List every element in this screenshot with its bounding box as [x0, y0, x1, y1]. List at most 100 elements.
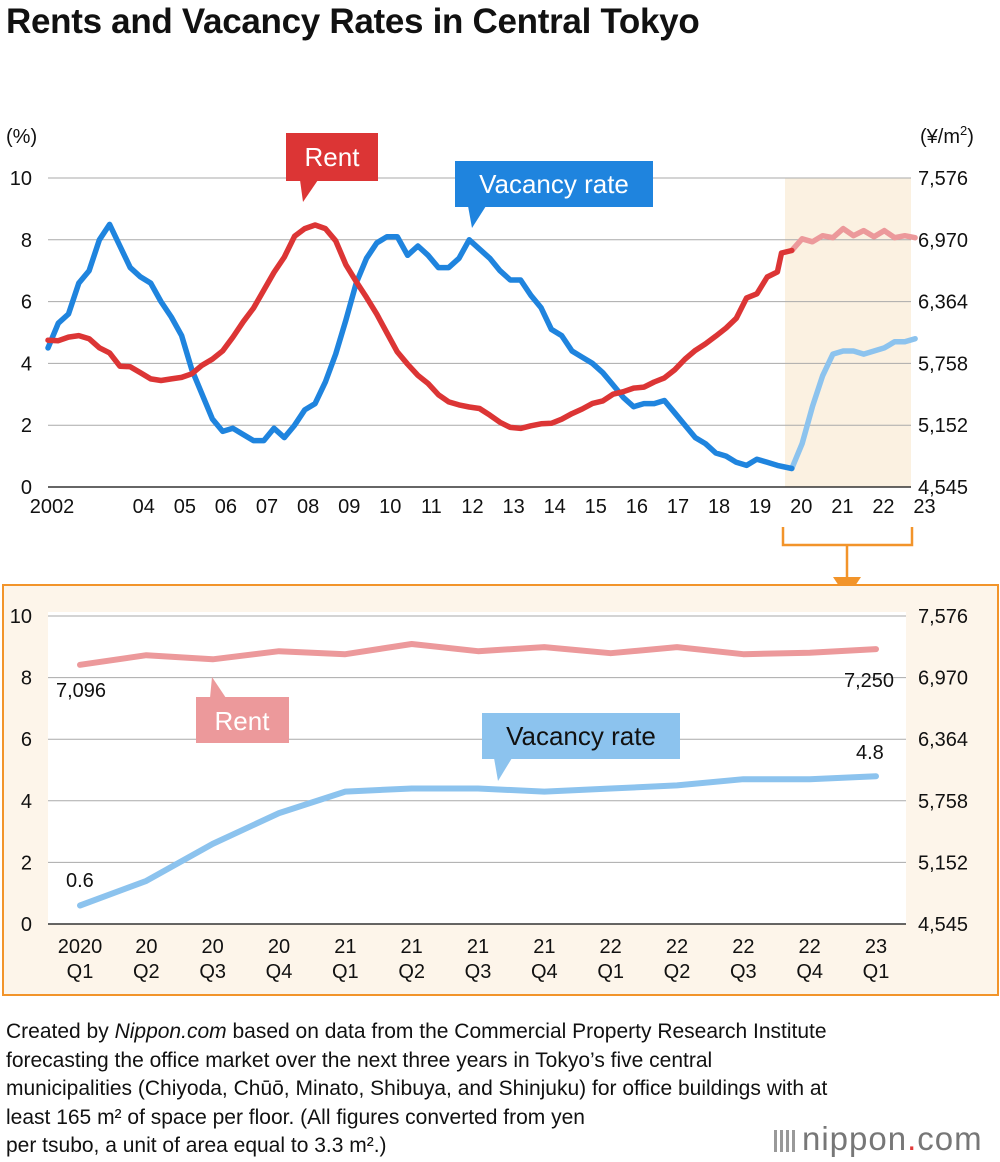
rent-callout: Rent	[286, 133, 378, 202]
caption-line-3: municipalities (Chiyoda, Chūō, Minato, S…	[6, 1077, 828, 1100]
detail-x-tick-quarter: Q2	[133, 961, 160, 983]
main-x-tick: 22	[872, 496, 894, 518]
vac-start-label: 0.6	[66, 870, 94, 892]
main-x-tick: 07	[256, 496, 278, 518]
detail-grid	[48, 615, 906, 925]
brand-logo: nippon.com	[774, 1120, 983, 1158]
rent-end-label: 7,250	[844, 670, 894, 692]
detail-right-tick: 7,576	[918, 606, 968, 628]
detail-left-tick: 4	[21, 791, 32, 813]
main-x-tick: 13	[502, 496, 524, 518]
main-x-tick: 18	[708, 496, 730, 518]
detail-x-tick-year: 22	[732, 936, 754, 958]
caption-line-5: per tsubo, a unit of area equal to 3.3 m…	[6, 1134, 387, 1157]
detail-x-tick-year: 20	[135, 936, 157, 958]
main-x-tick: 04	[133, 496, 155, 518]
detail-right-tick: 5,758	[918, 791, 968, 813]
detail-x-tick-year: 20	[202, 936, 224, 958]
main-left-tick: 8	[21, 230, 32, 252]
main-right-tick: 7,576	[918, 168, 968, 190]
main-x-tick: 16	[626, 496, 648, 518]
rent-callout-label: Rent	[305, 142, 361, 172]
caption-line-1: Created by Nippon.com based on data from…	[6, 1020, 827, 1043]
brand-bars-icon	[774, 1130, 796, 1152]
detail-x-tick-year: 21	[334, 936, 356, 958]
detail-left-tick: 6	[21, 729, 32, 751]
source-name: Nippon.com	[114, 1020, 227, 1043]
main-left-tick: 6	[21, 292, 32, 314]
detail-right-tick: 6,364	[918, 729, 968, 751]
detail-x-tick-year: 21	[533, 936, 555, 958]
detail-x-tick-quarter: Q4	[796, 961, 823, 983]
detail-x-tick-quarter: Q3	[199, 961, 226, 983]
detail-rent-callout: Rent	[196, 677, 289, 743]
caption-line-4: least 165 m² of space per floor. (All fi…	[6, 1105, 585, 1129]
detail-x-tick-year: 22	[666, 936, 688, 958]
detail-x-tick-quarter: Q1	[332, 961, 359, 983]
main-left-tick: 0	[21, 477, 32, 499]
detail-right-tick: 4,545	[918, 914, 968, 936]
detail-x-tick-quarter: Q1	[67, 961, 94, 983]
left-axis-unit: (%)	[6, 126, 37, 148]
detail-right-tick: 6,970	[918, 668, 968, 690]
detail-plot-area	[48, 612, 906, 924]
main-right-tick: 5,152	[918, 415, 968, 437]
caption: Created by Nippon.com based on data from…	[6, 1018, 996, 1161]
vac-end-label: 4.8	[856, 742, 884, 764]
detail-lines	[77, 641, 879, 909]
main-x-tick: 10	[379, 496, 401, 518]
main-x-tick: 19	[749, 496, 771, 518]
main-x-tick: 06	[215, 496, 237, 518]
main-x-tick: 08	[297, 496, 319, 518]
detail-x-tick-quarter: Q3	[465, 961, 492, 983]
main-left-tick: 2	[21, 415, 32, 437]
main-x-tick: 12	[461, 496, 483, 518]
detail-x-tick-year: 22	[600, 936, 622, 958]
detail-rent-line	[77, 641, 879, 668]
detail-x-tick-year: 2020	[58, 936, 103, 958]
detail-x-tick-year: 21	[401, 936, 423, 958]
detail-rent-callout-label: Rent	[215, 706, 271, 736]
main-x-tick: 17	[667, 496, 689, 518]
detail-x-tick-quarter: Q2	[398, 961, 425, 983]
main-x-tick: 11	[421, 496, 442, 518]
detail-x-tick-quarter: Q4	[531, 961, 558, 983]
detail-x-tick-quarter: Q4	[266, 961, 293, 983]
detail-right-tick: 5,152	[918, 852, 968, 874]
main-x-tick: 20	[790, 496, 812, 518]
detail-x-tick-year: 21	[467, 936, 489, 958]
main-x-tick: 2002	[30, 496, 75, 518]
detail-x-tick-quarter: Q1	[597, 961, 624, 983]
main-x-tick: 15	[585, 496, 607, 518]
vacancy-forecast-line	[789, 335, 918, 472]
right-axis-unit: (¥/m2)	[920, 123, 974, 148]
main-x-tick: 09	[338, 496, 360, 518]
vacancy-callout: Vacancy rate	[455, 161, 653, 228]
main-x-tick: 23	[913, 496, 935, 518]
detail-vacancy-callout-label: Vacancy rate	[506, 721, 656, 751]
main-right-tick: 5,758	[918, 353, 968, 375]
vacancy-callout-label: Vacancy rate	[479, 169, 629, 199]
caption-line-2: forecasting the office market over the n…	[6, 1048, 713, 1072]
detail-left-tick: 10	[10, 606, 32, 628]
main-right-tick: 4,545	[918, 477, 968, 499]
vacancy-line	[45, 221, 795, 472]
detail-left-tick: 0	[21, 914, 32, 936]
detail-x-tick-quarter: Q1	[863, 961, 890, 983]
main-x-tick: 14	[544, 496, 566, 518]
rent-line	[45, 222, 795, 432]
detail-x-tick-quarter: Q2	[664, 961, 691, 983]
chart-title: Rents and Vacancy Rates in Central Tokyo	[6, 2, 700, 41]
rent-forecast-line	[789, 225, 918, 254]
main-left-tick: 10	[10, 168, 32, 190]
detail-left-tick: 2	[21, 852, 32, 874]
detail-x-tick-year: 20	[268, 936, 290, 958]
main-lines	[45, 221, 918, 472]
main-x-tick: 21	[831, 496, 853, 518]
detail-vacancy-line	[77, 773, 879, 909]
detail-x-tick-year: 23	[865, 936, 887, 958]
detail-left-tick: 8	[21, 668, 32, 690]
